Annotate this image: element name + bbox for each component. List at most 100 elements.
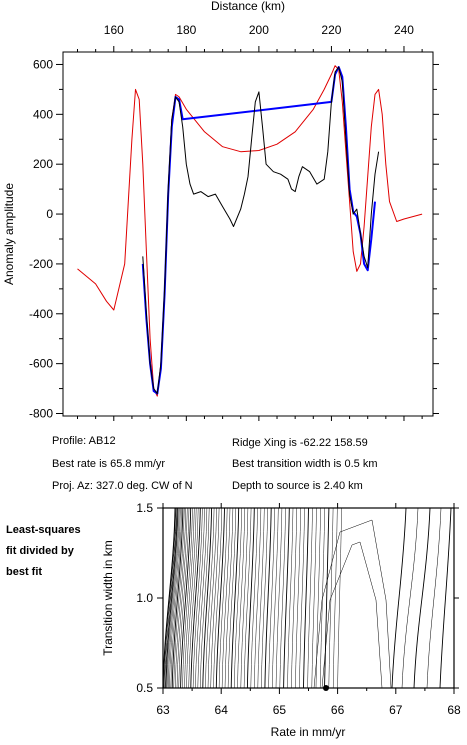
contour-line (313, 519, 392, 689)
contour-lines (162, 507, 452, 689)
contour-line (207, 507, 217, 689)
y-tick-label: -200 (29, 257, 53, 271)
contour-line (332, 507, 338, 689)
contour-line (291, 507, 298, 689)
contour-line (221, 507, 231, 689)
best-width-label: Best transition width is 0.5 km (232, 458, 378, 470)
y-tick-label: -600 (29, 357, 53, 371)
contour-line (167, 507, 180, 689)
side-note-line: Least-squares (6, 524, 81, 536)
contour-line (299, 507, 305, 689)
contour-line (165, 507, 178, 689)
contour-line (164, 507, 177, 689)
top-x-ticks: 160 180 200 220 240 (77, 23, 423, 421)
contour-line (275, 507, 283, 689)
distance-axis-label: Distance (km) (211, 0, 285, 13)
y-tick-label: -400 (29, 307, 53, 321)
contour-line (164, 507, 177, 689)
model-anomaly-line (77, 65, 423, 397)
y-tick-label: 200 (33, 157, 53, 171)
depth-label: Depth to source is 2.40 km (232, 480, 363, 492)
contour-line (171, 507, 184, 689)
contour-line (391, 507, 407, 689)
contour-line (205, 507, 215, 689)
contour-line (173, 507, 185, 689)
contour-line (261, 507, 268, 689)
contour-line (162, 507, 176, 689)
contour-line (192, 507, 203, 689)
profile-label: Profile: AB12 (52, 435, 116, 447)
contour-line (170, 507, 182, 689)
contour-line (426, 507, 442, 689)
contour-line (240, 507, 249, 689)
y-tick-label: 600 (33, 57, 53, 71)
projection-azimuth-label: Proj. Az: 327.0 deg. CW of N (52, 480, 193, 492)
x-tick-label: 240 (394, 23, 414, 37)
ridge-crossing-label: Ridge Xing is -62.22 158.59 (232, 437, 368, 449)
contour-line (213, 507, 223, 689)
bottom-y-ticks: 0.5 1.0 1.5 (136, 501, 459, 695)
rate-tick-label: 67 (389, 703, 403, 717)
side-note-line: best fit (6, 566, 43, 578)
misfit-contour-plot: 63 64 65 66 67 68 0.5 1.0 1.5 Rate in mm/yr Tra… (101, 501, 461, 739)
contour-line (200, 507, 210, 689)
contour-line (243, 507, 252, 689)
rate-tick-label: 63 (156, 703, 170, 717)
contour-line (311, 507, 317, 689)
rate-tick-label: 64 (215, 703, 229, 717)
contour-line (169, 507, 181, 689)
best-fit-marker (322, 685, 329, 691)
contour-line (197, 507, 208, 689)
contour-line (250, 507, 258, 689)
contour-line (166, 507, 179, 689)
contour-line (272, 507, 279, 689)
y-tick-label: -800 (29, 407, 53, 421)
best-rate-label: Best rate is 65.8 mm/yr (52, 458, 166, 470)
contour-line (234, 507, 242, 689)
contour-line (237, 507, 246, 689)
rate-tick-label: 66 (331, 703, 345, 717)
contour-line (279, 507, 286, 689)
contour-line (315, 507, 321, 689)
x-tick-label: 160 (104, 23, 124, 37)
contour-line (178, 507, 190, 689)
x-tick-label: 200 (249, 23, 269, 37)
transition-width-axis-label: Transition width in km (101, 540, 115, 656)
contour-line (321, 541, 383, 689)
x-tick-label: 220 (321, 23, 341, 37)
contour-line (218, 507, 228, 689)
y-tick-label: 400 (33, 107, 53, 121)
observed-anomaly-line (142, 66, 380, 395)
contour-line (224, 507, 234, 689)
rate-tick-label: 65 (273, 703, 287, 717)
anomaly-axis-label: Anomaly amplitude (2, 183, 16, 285)
width-tick-label: 1.5 (136, 501, 153, 515)
contour-line (186, 507, 197, 689)
contour-line (188, 507, 199, 689)
contour-line (190, 507, 201, 689)
contour-line (307, 507, 313, 689)
contour-line (227, 507, 237, 689)
contour-line (163, 507, 176, 689)
side-note: Least-squares fit divided by best fit (6, 520, 81, 583)
contour-line (257, 507, 265, 689)
contour-line (195, 507, 205, 689)
anomaly-plot: 160 180 200 220 240 -800 -600 -400 -200 0 200 400 6… (2, 0, 439, 421)
contour-line (303, 507, 309, 689)
contour-line (287, 507, 294, 689)
contour-line (413, 507, 431, 689)
bottom-x-ticks: 63 64 65 66 67 68 (156, 503, 461, 717)
contour-line (175, 507, 187, 689)
side-note-line: fit divided by (6, 545, 74, 557)
contour-line (337, 507, 342, 689)
contour-plot-frame (162, 507, 455, 689)
fitted-anomaly-line (141, 66, 376, 395)
width-tick-label: 1.0 (136, 591, 153, 605)
contour-line (295, 507, 301, 689)
contour-line (180, 507, 192, 689)
contour-line (184, 507, 195, 689)
contour-line (264, 507, 272, 689)
contour-line (215, 507, 225, 689)
top-y-ticks: -800 -600 -400 -200 0 200 400 600 (29, 57, 439, 421)
